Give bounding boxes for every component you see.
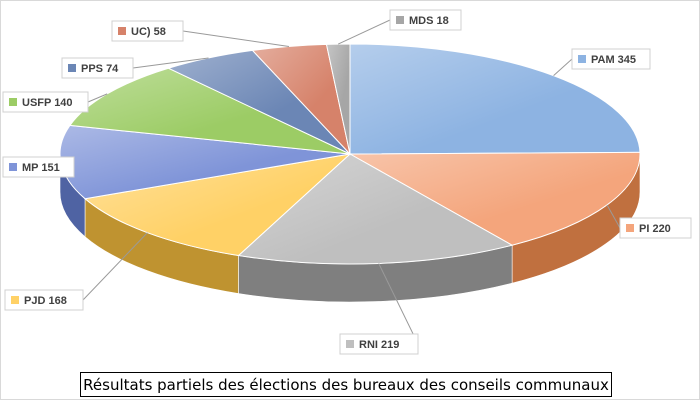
data-label-rni-box (339, 333, 419, 355)
data-label-mp-swatch (9, 163, 17, 171)
pie-sides (59, 153, 641, 303)
data-label-mp-box (2, 156, 75, 178)
data-label-uc-box (111, 20, 184, 42)
leader-line-mds (338, 19, 391, 45)
data-label-pam-box (571, 48, 651, 70)
chart-caption: Résultats partiels des élections des bur… (80, 372, 612, 397)
data-label-pps: PPS 74 (81, 63, 119, 75)
data-label-mp: MP 151 (22, 162, 60, 174)
data-label-mds-swatch (396, 16, 404, 24)
data-label-pjd-box (4, 289, 84, 311)
pie-slice-usfp-shine (69, 68, 351, 154)
data-label-mds-box (389, 9, 462, 31)
data-label-pjd: PJD 168 (24, 295, 67, 307)
data-label-pi: PI 220 (639, 223, 671, 235)
data-label-mds: MDS 18 (409, 15, 449, 27)
data-label-pam-swatch (578, 55, 586, 63)
data-label-rni-swatch (346, 340, 354, 348)
pie-slice-mds-shine (326, 44, 350, 154)
leader-line-pam (553, 58, 573, 77)
data-labels: PAM 345 PI 220 RNI 219 PJD 168 MP 151 USFP 14… (2, 9, 692, 355)
data-label-pi-box (619, 217, 692, 239)
data-label-usfp-swatch (9, 98, 17, 106)
pie-tops (59, 43, 641, 265)
pie-slice-mp-shine (59, 125, 350, 199)
pie-slice-uc-shine (252, 44, 350, 154)
data-label-uc-swatch (118, 27, 126, 35)
leader-line-pps (132, 57, 209, 69)
data-label-pps-box (61, 57, 134, 79)
leader-line-pjd (82, 232, 148, 301)
data-label-pjd-swatch (11, 296, 19, 304)
pie-slice-rni-shine (238, 154, 513, 264)
data-label-pps-swatch (68, 64, 76, 72)
data-label-pam: PAM 345 (591, 54, 636, 66)
leader-line-rni (378, 263, 419, 345)
data-label-rni: RNI 219 (359, 339, 399, 351)
leader-line-uc (182, 30, 290, 47)
data-label-usfp: USFP 140 (22, 97, 73, 109)
pie-slice-pps-shine (168, 50, 350, 155)
data-label-pi-swatch (626, 224, 634, 232)
pie-slice-pam-shine (350, 44, 640, 154)
data-label-uc: UC) 58 (131, 26, 166, 38)
data-label-usfp-box (2, 91, 89, 113)
leader-line-usfp (87, 93, 108, 103)
pie-slice-pi-shine (350, 152, 640, 246)
leader-line-pi (606, 204, 621, 229)
pie-slice-pjd-shine (85, 154, 351, 256)
